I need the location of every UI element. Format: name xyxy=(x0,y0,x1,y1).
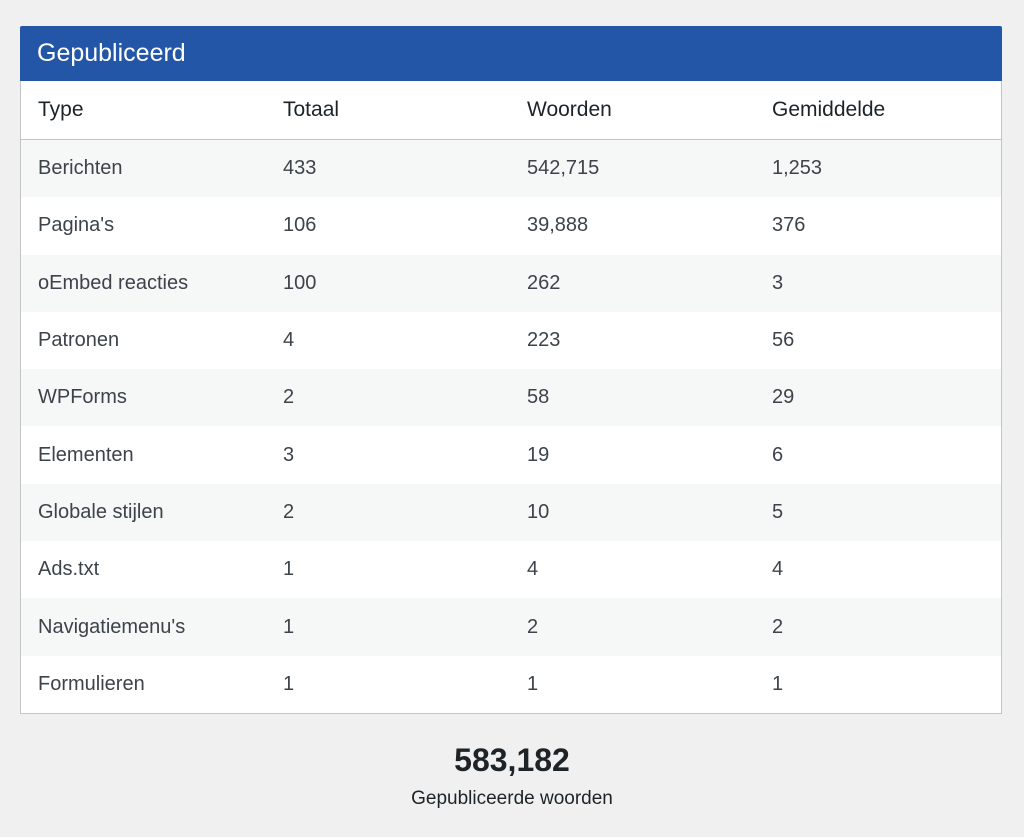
table-row: Berichten 433 542,715 1,253 xyxy=(21,140,1001,198)
column-header-average: Gemiddelde xyxy=(772,98,886,121)
cell-average: 1 xyxy=(772,672,784,695)
cell-average: 6 xyxy=(772,443,784,466)
cell-total: 2 xyxy=(283,500,295,523)
cell-total: 100 xyxy=(283,271,317,294)
cell-words: 10 xyxy=(527,500,550,523)
cell-type: WPForms xyxy=(38,386,127,409)
cell-type: Pagina's xyxy=(38,214,115,237)
table-row: Pagina's 106 39,888 376 xyxy=(21,197,1001,254)
table-row: Formulieren 1 1 1 xyxy=(21,656,1001,713)
cell-average: 3 xyxy=(772,271,784,294)
table-row: Globale stijlen 2 10 5 xyxy=(21,483,1001,542)
cell-words: 542,715 xyxy=(527,157,600,180)
cell-average: 4 xyxy=(772,558,784,581)
cell-type: Berichten xyxy=(38,157,123,180)
table-row: Navigatiemenu's 1 2 2 xyxy=(21,598,1001,656)
total-words-number: 583,182 xyxy=(454,742,570,778)
cell-average: 1,253 xyxy=(772,157,823,180)
table-row: Patronen 4 223 56 xyxy=(21,312,1001,369)
cell-total: 3 xyxy=(283,443,295,466)
cell-type: Ads.txt xyxy=(38,558,100,581)
table-row: WPForms 2 58 29 xyxy=(21,369,1001,427)
cell-total: 106 xyxy=(283,214,317,237)
cell-words: 223 xyxy=(527,329,561,352)
cell-total: 433 xyxy=(283,157,317,180)
cell-words: 2 xyxy=(527,615,539,638)
cell-type: Globale stijlen xyxy=(38,500,164,523)
cell-type: Patronen xyxy=(38,329,120,352)
cell-type: Elementen xyxy=(38,443,134,466)
cell-words: 262 xyxy=(527,271,561,294)
table-header-row: Type Totaal Woorden Gemiddelde xyxy=(21,81,1001,140)
cell-total: 1 xyxy=(283,558,295,581)
cell-type: Navigatiemenu's xyxy=(38,615,186,638)
cell-average: 29 xyxy=(772,386,795,409)
cell-words: 19 xyxy=(527,443,550,466)
table-row: Elementen 3 19 6 xyxy=(21,426,1001,483)
cell-total: 4 xyxy=(283,329,295,352)
cell-words: 1 xyxy=(527,672,539,695)
cell-words: 4 xyxy=(527,558,539,581)
total-words-label: Gepubliceerde woorden xyxy=(411,788,613,809)
cell-total: 1 xyxy=(283,672,295,695)
cell-average: 56 xyxy=(772,329,795,352)
cell-words: 39,888 xyxy=(527,214,589,237)
cell-words: 58 xyxy=(527,386,550,409)
published-panel: Gepubliceerd Type Totaal Woorden Gemidde… xyxy=(20,26,1002,714)
cell-average: 5 xyxy=(772,500,784,523)
cell-type: Formulieren xyxy=(38,672,145,695)
cell-total: 1 xyxy=(283,615,295,638)
cell-type: oEmbed reacties xyxy=(38,271,189,294)
table-row: Ads.txt 1 4 4 xyxy=(21,541,1001,598)
total-summary: 583,182 Gepubliceerde woorden xyxy=(0,740,1024,810)
column-header-words: Woorden xyxy=(527,98,612,121)
cell-average: 376 xyxy=(772,214,806,237)
stats-table: Type Totaal Woorden Gemiddelde Berichten… xyxy=(20,81,1002,714)
panel-title: Gepubliceerd xyxy=(20,26,1002,81)
cell-average: 2 xyxy=(772,615,784,638)
table-row: oEmbed reacties 100 262 3 xyxy=(21,254,1001,312)
cell-total: 2 xyxy=(283,386,295,409)
column-header-total: Totaal xyxy=(283,98,340,121)
column-header-type: Type xyxy=(38,98,84,121)
